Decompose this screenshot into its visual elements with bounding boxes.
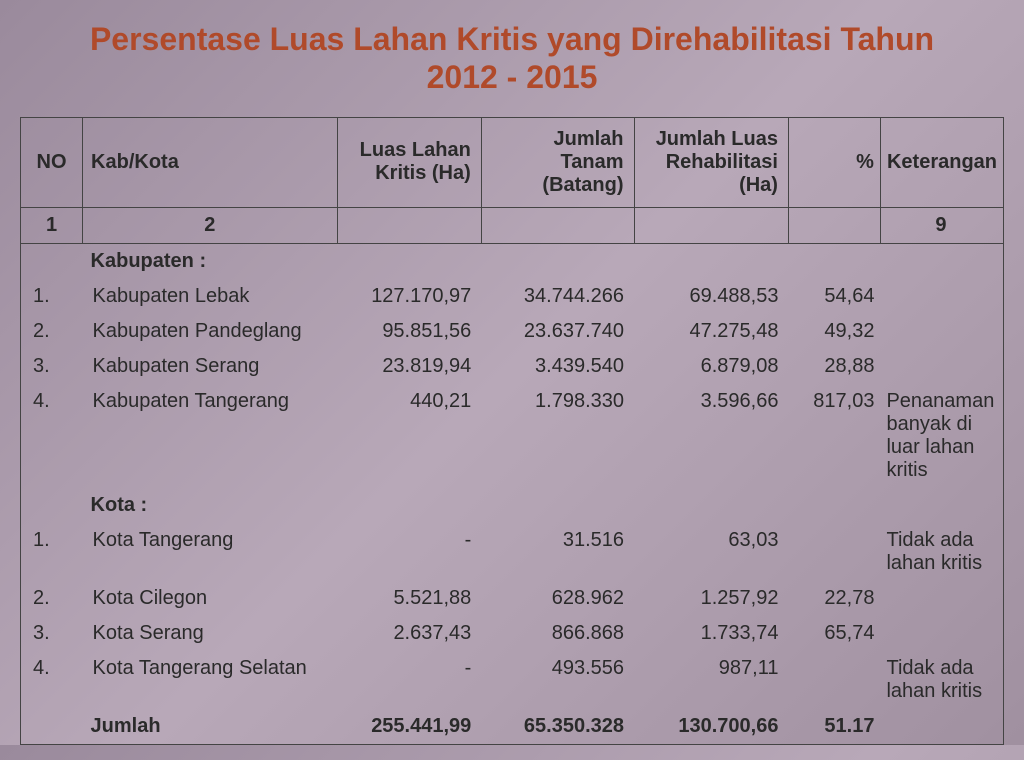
cell-tanam: 493.556 [481, 651, 634, 709]
cell-no: 3. [21, 349, 83, 384]
subhead-9: 9 [880, 207, 1003, 243]
cell-tanam: 866.868 [481, 616, 634, 651]
table-row: 3. Kabupaten Serang 23.819,94 3.439.540 … [21, 349, 1004, 384]
cell-tanam: 31.516 [481, 523, 634, 581]
cell-pct [788, 651, 880, 709]
cell-pct: 65,74 [788, 616, 880, 651]
cell-ket: Penanaman banyak di luar lahan kritis [880, 384, 1003, 488]
cell-name: Kabupaten Serang [83, 349, 338, 384]
cell-luas: 2.637,43 [337, 616, 481, 651]
table-row: 1. Kota Tangerang - 31.516 63,03 Tidak a… [21, 523, 1004, 581]
cell-rehab: 6.879,08 [634, 349, 788, 384]
col-no: NO [21, 117, 83, 207]
cell-name: Kota Cilegon [83, 581, 338, 616]
cell-rehab: 3.596,66 [634, 384, 788, 488]
table-row: 3. Kota Serang 2.637,43 866.868 1.733,74… [21, 616, 1004, 651]
header-row: NO Kab/Kota Luas Lahan Kritis (Ha) Jumla… [21, 117, 1004, 207]
subhead-blank [337, 207, 481, 243]
cell-luas: 95.851,56 [337, 314, 481, 349]
section-label: Kabupaten : [83, 243, 338, 279]
cell-no: 1. [21, 523, 83, 581]
cell-no: 2. [21, 581, 83, 616]
cell-tanam: 1.798.330 [481, 384, 634, 488]
cell-ket [880, 616, 1003, 651]
table-row: 1. Kabupaten Lebak 127.170,97 34.744.266… [21, 279, 1004, 314]
table-row: 2. Kota Cilegon 5.521,88 628.962 1.257,9… [21, 581, 1004, 616]
total-luas: 255.441,99 [337, 709, 481, 745]
cell-luas: 127.170,97 [337, 279, 481, 314]
section-row: Kota : [21, 488, 1004, 523]
total-pct: 51.17 [788, 709, 880, 745]
cell-luas: 23.819,94 [337, 349, 481, 384]
cell-luas: - [337, 523, 481, 581]
cell-pct: 22,78 [788, 581, 880, 616]
col-pct: % [788, 117, 880, 207]
table-row: 2. Kabupaten Pandeglang 95.851,56 23.637… [21, 314, 1004, 349]
cell-tanam: 34.744.266 [481, 279, 634, 314]
subhead-blank [634, 207, 788, 243]
table-row: 4. Kabupaten Tangerang 440,21 1.798.330 … [21, 384, 1004, 488]
cell-ket: Tidak ada lahan kritis [880, 651, 1003, 709]
cell-ket: Tidak ada lahan kritis [880, 523, 1003, 581]
data-table: NO Kab/Kota Luas Lahan Kritis (Ha) Jumla… [20, 117, 1004, 745]
total-row: Jumlah 255.441,99 65.350.328 130.700,66 … [21, 709, 1004, 745]
cell-no: 4. [21, 651, 83, 709]
col-luas: Luas Lahan Kritis (Ha) [337, 117, 481, 207]
total-ket [880, 709, 1003, 745]
col-rehab: Jumlah Luas Rehabilitasi (Ha) [634, 117, 788, 207]
subhead-blank [481, 207, 634, 243]
col-tanam: Jumlah Tanam (Batang) [481, 117, 634, 207]
total-label: Jumlah [83, 709, 338, 745]
cell-rehab: 1.257,92 [634, 581, 788, 616]
cell-name: Kabupaten Pandeglang [83, 314, 338, 349]
cell-rehab: 987,11 [634, 651, 788, 709]
cell-name: Kota Tangerang Selatan [83, 651, 338, 709]
subheader-row: 1 2 9 [21, 207, 1004, 243]
cell-no: 2. [21, 314, 83, 349]
total-rehab: 130.700,66 [634, 709, 788, 745]
cell-ket [880, 349, 1003, 384]
cell-tanam: 628.962 [481, 581, 634, 616]
cell-rehab: 47.275,48 [634, 314, 788, 349]
cell-ket [880, 581, 1003, 616]
cell-name: Kabupaten Lebak [83, 279, 338, 314]
page-title: Persentase Luas Lahan Kritis yang Direha… [20, 20, 1004, 97]
cell-name: Kota Tangerang [83, 523, 338, 581]
cell-ket [880, 314, 1003, 349]
total-tanam: 65.350.328 [481, 709, 634, 745]
cell-name: Kabupaten Tangerang [83, 384, 338, 488]
cell-tanam: 23.637.740 [481, 314, 634, 349]
cell-luas: 440,21 [337, 384, 481, 488]
section-label: Kota : [83, 488, 338, 523]
cell-pct: 817,03 [788, 384, 880, 488]
col-ket: Keterangan [880, 117, 1003, 207]
cell-ket [880, 279, 1003, 314]
cell-pct: 28,88 [788, 349, 880, 384]
cell-no: 1. [21, 279, 83, 314]
cell-luas: - [337, 651, 481, 709]
cell-tanam: 3.439.540 [481, 349, 634, 384]
subhead-blank [788, 207, 880, 243]
cell-rehab: 1.733,74 [634, 616, 788, 651]
cell-no: 3. [21, 616, 83, 651]
subhead-2: 2 [83, 207, 338, 243]
section-row: Kabupaten : [21, 243, 1004, 279]
table-row: 4. Kota Tangerang Selatan - 493.556 987,… [21, 651, 1004, 709]
cell-rehab: 69.488,53 [634, 279, 788, 314]
cell-rehab: 63,03 [634, 523, 788, 581]
subhead-1: 1 [21, 207, 83, 243]
cell-no: 4. [21, 384, 83, 488]
col-name: Kab/Kota [83, 117, 338, 207]
cell-pct [788, 523, 880, 581]
cell-luas: 5.521,88 [337, 581, 481, 616]
cell-pct: 49,32 [788, 314, 880, 349]
cell-name: Kota Serang [83, 616, 338, 651]
cell-pct: 54,64 [788, 279, 880, 314]
